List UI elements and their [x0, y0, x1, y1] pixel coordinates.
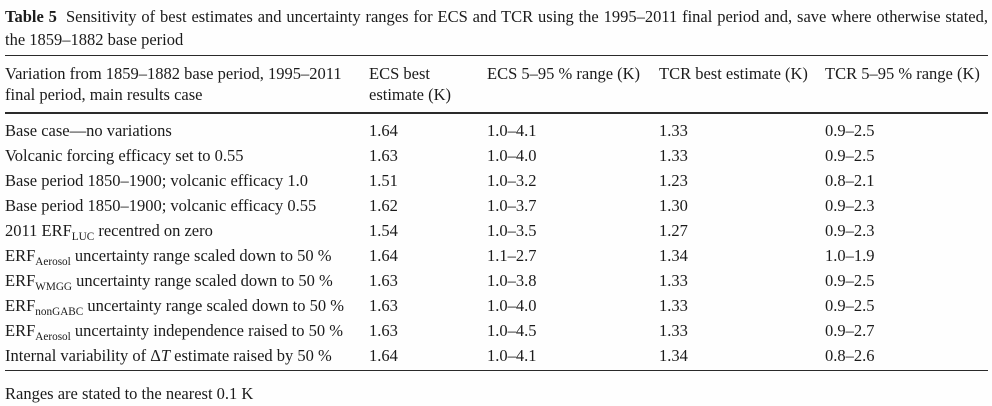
table-row: Internal variability of ΔT estimate rais… [5, 343, 988, 371]
row-label: 2011 ERFLUC recentred on zero [5, 221, 213, 243]
ecs-best-cell: 1.51 [369, 171, 398, 190]
ecs-best-cell: 1.64 [369, 121, 398, 140]
table-caption: Table 5 Sensitivity of best estimates and… [5, 5, 988, 51]
tcr-range-cell: 0.9–2.3 [825, 221, 875, 240]
row-label: Volcanic forcing efficacy set to 0.55 [5, 146, 244, 165]
row-label: ERFnonGABC uncertainty range scaled down… [5, 296, 344, 318]
column-header-tcr-best: TCR best estimate (K) [659, 55, 825, 114]
tcr-range-cell: 0.9–2.5 [825, 146, 875, 165]
ecs-best-cell: 1.63 [369, 271, 398, 290]
column-header-ecs-range: ECS 5–95 % range (K) [487, 55, 659, 114]
tcr-best-cell: 1.33 [659, 271, 688, 290]
row-label: Internal variability of ΔT estimate rais… [5, 343, 369, 371]
tcr-best-cell: 1.27 [659, 221, 688, 240]
ecs-best-cell: 1.54 [369, 221, 398, 240]
ecs-range-cell: 1.1–2.7 [487, 246, 537, 265]
row-label: ERFAerosol uncertainty independence rais… [5, 321, 343, 343]
tcr-range-cell: 0.9–2.5 [825, 296, 875, 315]
tcr-range-cell: 0.8–2.1 [825, 171, 875, 190]
row-label: Base period 1850–1900; volcanic efficacy… [5, 196, 317, 215]
tcr-range-cell: 0.9–2.5 [825, 121, 875, 140]
table-row: Base case—no variations 1.64 1.0–4.1 1.33 0.… [5, 113, 988, 144]
ecs-best-cell: 1.64 [369, 246, 398, 265]
table-row: Base period 1850–1900; volcanic efficacy… [5, 194, 988, 219]
tcr-best-cell: 1.34 [659, 343, 825, 371]
tcr-best-cell: 1.33 [659, 296, 688, 315]
table-row: ERFWMGG uncertainty range scaled down to… [5, 269, 988, 294]
tcr-range-cell: 0.9–2.3 [825, 196, 875, 215]
ecs-range-cell: 1.0–4.0 [487, 296, 537, 315]
tcr-range-cell: 1.0–1.9 [825, 246, 875, 265]
ecs-range-cell: 1.0–3.7 [487, 196, 537, 215]
tcr-range-cell: 0.9–2.5 [825, 271, 875, 290]
table-row: Base period 1850–1900; volcanic efficacy… [5, 169, 988, 194]
ecs-best-cell: 1.63 [369, 146, 398, 165]
ecs-best-cell: 1.64 [369, 343, 487, 371]
ecs-range-cell: 1.0–4.1 [487, 343, 659, 371]
tcr-best-cell: 1.33 [659, 121, 688, 140]
ecs-range-cell: 1.0–3.2 [487, 171, 537, 190]
table-row: ERFnonGABC uncertainty range scaled down… [5, 294, 988, 319]
tcr-range-cell: 0.9–2.7 [825, 321, 875, 340]
table-row: ERFAerosol uncertainty independence rais… [5, 319, 988, 344]
tcr-best-cell: 1.30 [659, 196, 688, 215]
ecs-range-cell: 1.0–4.0 [487, 146, 537, 165]
table-caption-tag: Table 5 [5, 7, 57, 26]
ecs-range-cell: 1.0–4.1 [487, 121, 537, 140]
column-header-ecs-best: ECS best estimate (K) [369, 55, 487, 114]
table-footnote: Ranges are stated to the nearest 0.1 K [5, 384, 254, 403]
ecs-range-cell: 1.0–4.5 [487, 321, 537, 340]
column-header-tcr-range: TCR 5–95 % range (K) [825, 55, 988, 114]
ecs-best-cell: 1.63 [369, 321, 398, 340]
column-header-variation: Variation from 1859–1882 base period, 19… [5, 55, 369, 114]
table-row: 2011 ERFLUC recentred on zero 1.54 1.0–3.5… [5, 219, 988, 244]
row-label: Base case—no variations [5, 121, 172, 140]
table-caption-text: Sensitivity of best estimates and uncert… [5, 7, 988, 49]
table-header-row: Variation from 1859–1882 base period, 19… [5, 55, 988, 114]
row-label: ERFWMGG uncertainty range scaled down to… [5, 271, 333, 293]
tcr-best-cell: 1.23 [659, 171, 688, 190]
row-label: Base period 1850–1900; volcanic efficacy… [5, 171, 309, 190]
table-row: ERFAerosol uncertainty range scaled down… [5, 244, 988, 269]
results-table: Variation from 1859–1882 base period, 19… [5, 55, 988, 371]
table-body: Base case—no variations 1.64 1.0–4.1 1.33 0.… [5, 113, 988, 371]
ecs-range-cell: 1.0–3.8 [487, 271, 537, 290]
table-header: Variation from 1859–1882 base period, 19… [5, 55, 988, 114]
ecs-range-cell: 1.0–3.5 [487, 221, 537, 240]
tcr-best-cell: 1.33 [659, 321, 688, 340]
tcr-best-cell: 1.34 [659, 246, 688, 265]
tcr-best-cell: 1.33 [659, 146, 688, 165]
table-row: Volcanic forcing efficacy set to 0.55 1.6… [5, 144, 988, 169]
ecs-best-cell: 1.62 [369, 196, 398, 215]
tcr-range-cell: 0.8–2.6 [825, 343, 988, 371]
ecs-best-cell: 1.63 [369, 296, 398, 315]
row-label: ERFAerosol uncertainty range scaled down… [5, 246, 332, 268]
